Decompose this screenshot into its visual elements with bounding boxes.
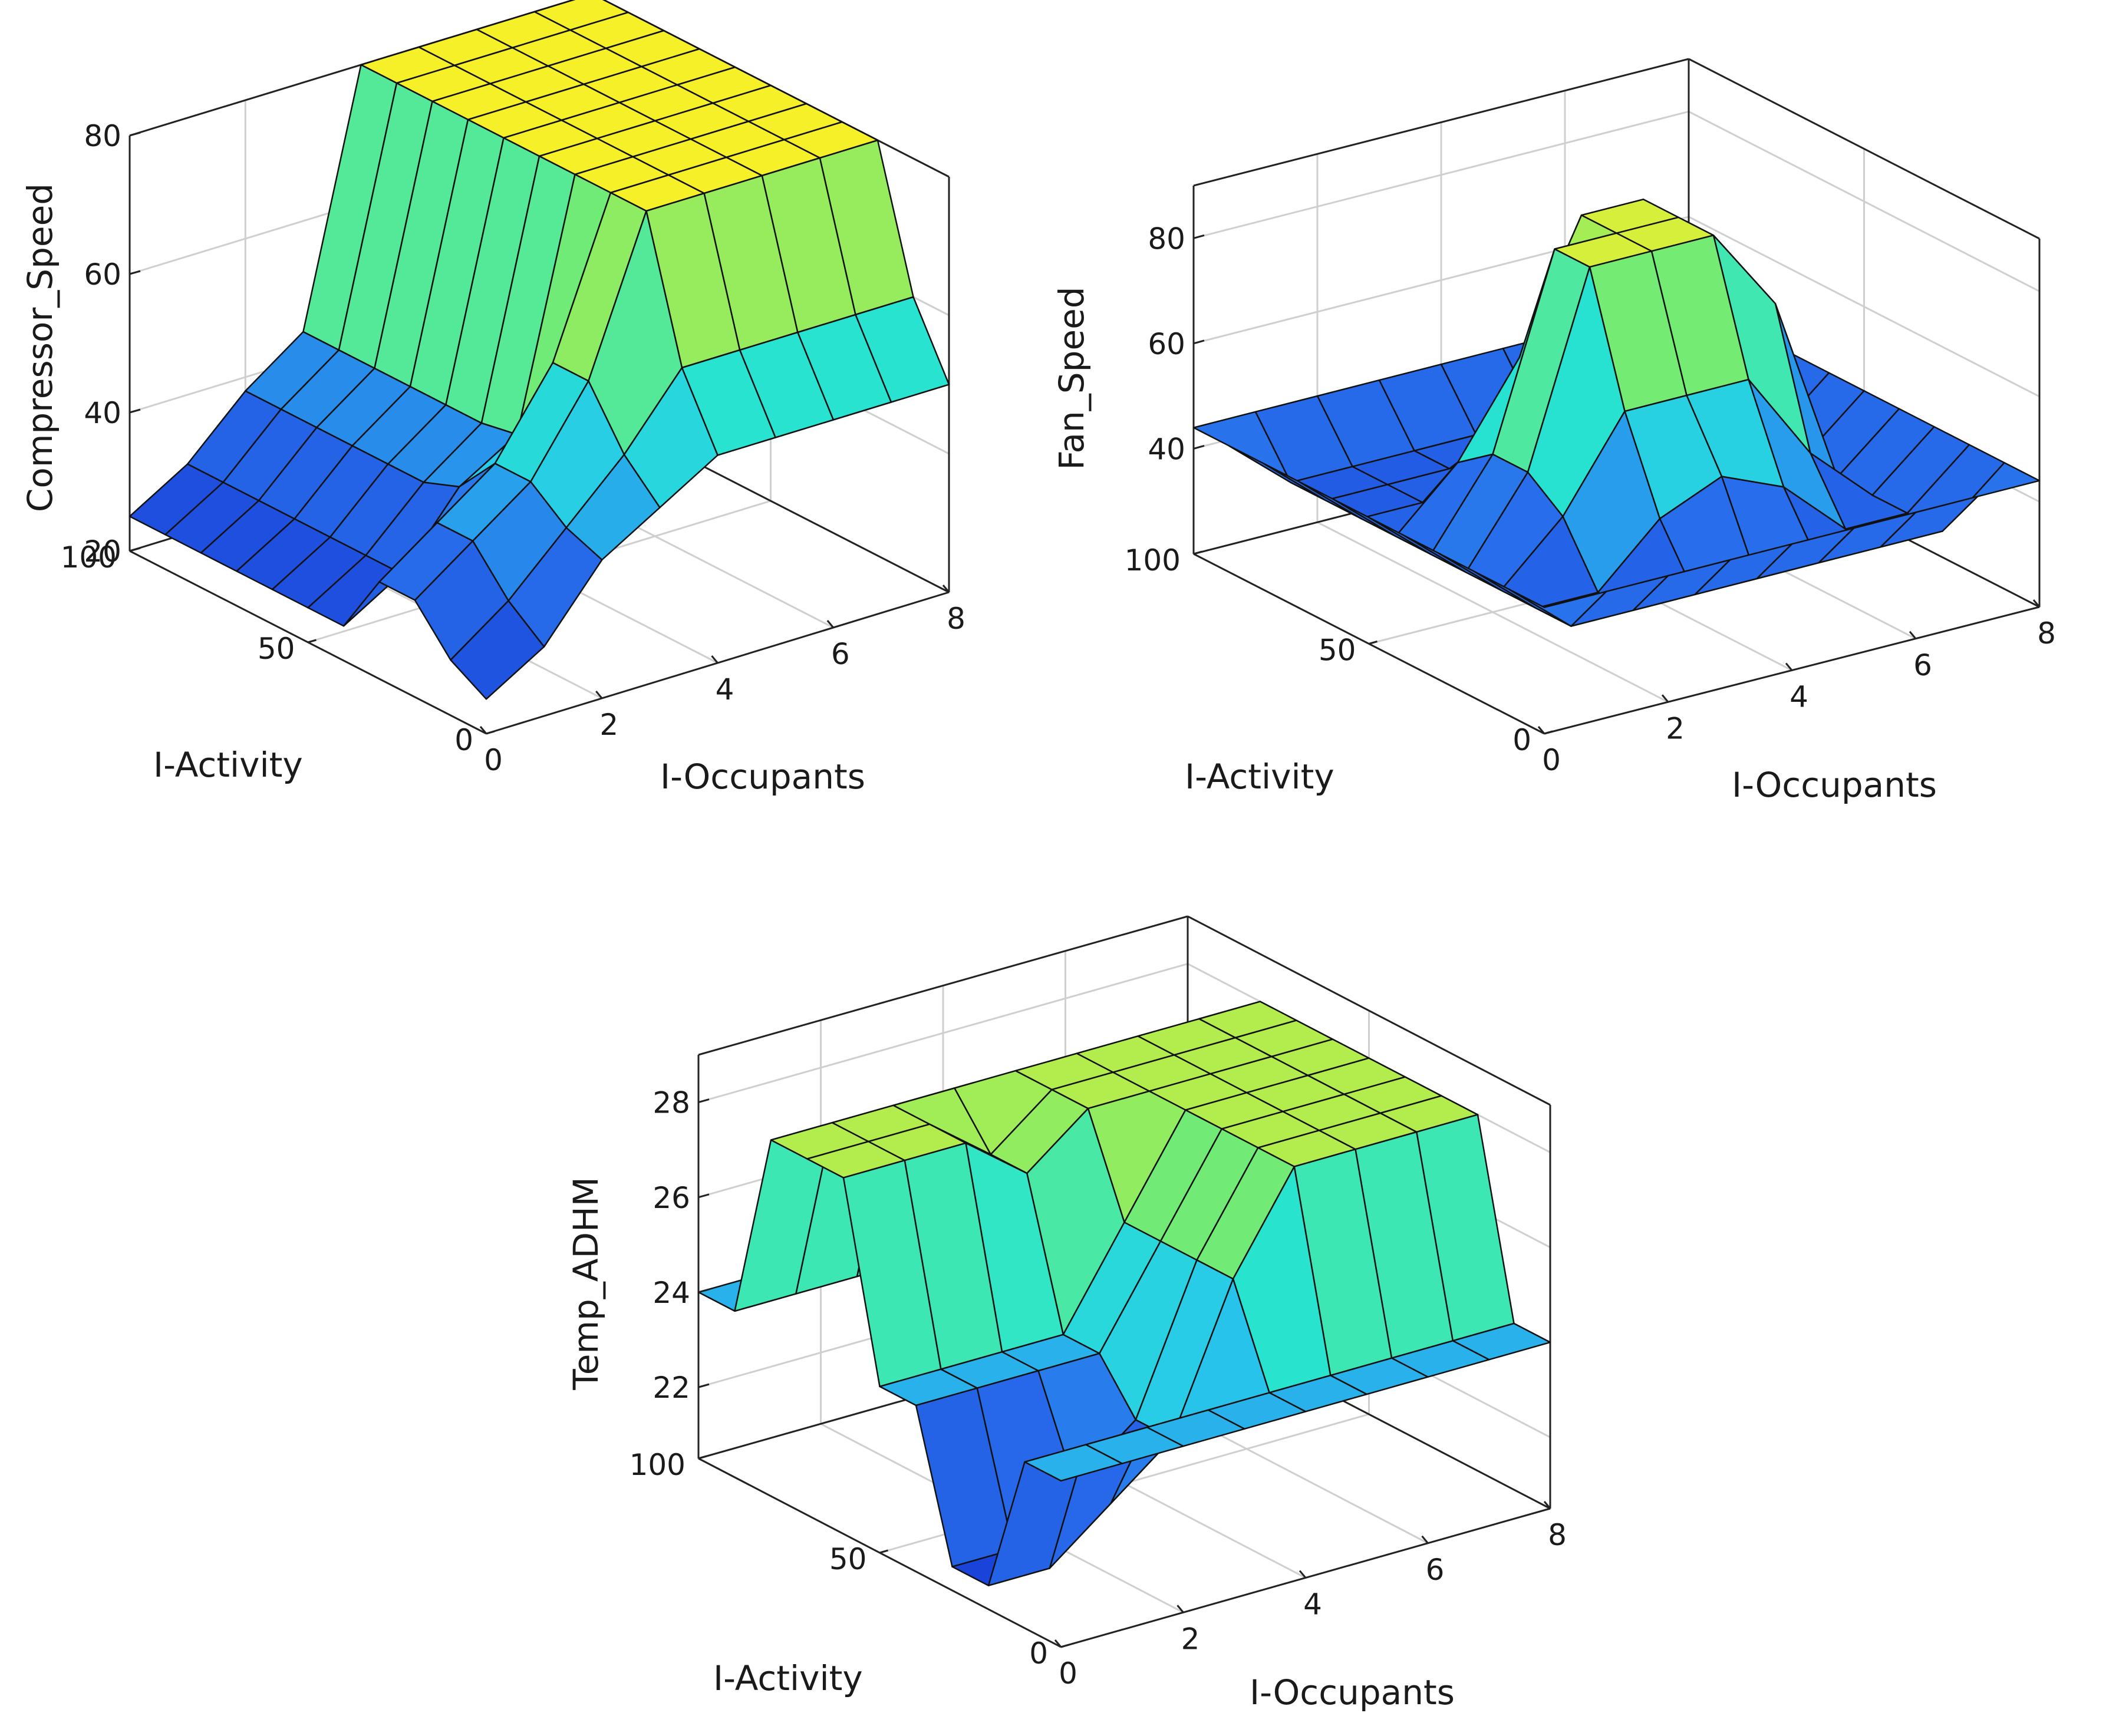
y-tick — [1785, 662, 1793, 671]
surface-patch — [1508, 588, 1607, 627]
y-tick-label: 6 — [831, 637, 850, 671]
z-axis-label: Temp_ADHM — [566, 1177, 606, 1391]
z-tick-label: 22 — [652, 1371, 690, 1405]
z-tick — [1193, 234, 1205, 239]
y-tick-label: 8 — [2037, 616, 2056, 651]
z-tick-label: 24 — [652, 1276, 690, 1310]
surface-patch — [1024, 1444, 1123, 1482]
x-tick — [1369, 641, 1377, 645]
y-tick — [2032, 599, 2041, 608]
y-tick-label: 0 — [1542, 743, 1561, 777]
y-tick — [942, 585, 950, 593]
x-tick — [308, 639, 317, 643]
x-axis-label: I-Activity — [1185, 757, 1334, 797]
y-tick-label: 2 — [599, 708, 618, 742]
x-tick — [1193, 550, 1202, 555]
x-tick — [698, 1455, 707, 1460]
ticks: 20 40 60 80 0 50 100 0 2 4 6 8 — [61, 119, 965, 777]
z-tick — [1193, 444, 1205, 450]
y-tick-label: 8 — [1548, 1518, 1567, 1552]
surface — [1192, 199, 2041, 627]
surface-patch — [450, 600, 545, 700]
z-axis-label: Compressor_Speed — [20, 183, 60, 512]
x-tick-label: 100 — [1125, 543, 1181, 577]
panel-compressor-speed: 20 40 60 80 0 50 100 0 2 4 6 8 I-Activity I-Occupan… — [20, 0, 965, 797]
x-tick-label: 50 — [1319, 633, 1356, 668]
x-tick-label: 0 — [1512, 723, 1531, 757]
x-tick-label: 50 — [829, 1542, 867, 1576]
y-tick — [1909, 631, 1917, 639]
y-tick — [1543, 1501, 1551, 1509]
z-tick-label: 60 — [84, 258, 121, 292]
y-tick-label: 8 — [947, 602, 965, 636]
y-tick-label: 2 — [1666, 711, 1685, 745]
axis-edge — [1193, 58, 1689, 187]
z-axis-label: Fan_Speed — [1052, 286, 1092, 470]
y-tick-label: 2 — [1181, 1622, 1200, 1656]
axis-edge — [1688, 58, 2040, 240]
y-tick — [1054, 1639, 1062, 1648]
y-tick — [1299, 1570, 1307, 1579]
surface — [128, 0, 950, 700]
x-tick — [879, 1549, 888, 1554]
z-tick-label: 28 — [652, 1086, 690, 1120]
y-tick-label: 4 — [1303, 1588, 1322, 1622]
z-tick — [698, 1288, 710, 1293]
z-tick-label: 60 — [1148, 327, 1185, 361]
z-tick — [1193, 339, 1205, 345]
panel-fan-speed: 40 60 80 0 50 100 0 2 4 6 8 I-Activity I-Occupants… — [1052, 58, 2056, 805]
y-tick — [826, 620, 834, 628]
ticks: 40 60 80 0 50 100 0 2 4 6 8 — [1125, 222, 2056, 777]
z-tick-label: 40 — [84, 396, 121, 430]
y-tick — [1661, 694, 1669, 703]
z-tick-label: 80 — [84, 119, 121, 153]
z-tick — [129, 408, 141, 414]
y-tick-label: 0 — [1059, 1656, 1077, 1691]
x-tick — [1544, 730, 1553, 735]
x-tick-label: 100 — [630, 1448, 686, 1482]
z-tick-label: 20 — [84, 534, 121, 569]
axis-edge — [698, 915, 1188, 1056]
y-axis-label: I-Occupants — [1250, 1672, 1455, 1712]
surface — [697, 1001, 1551, 1586]
y-axis-label: I-Occupants — [1732, 765, 1937, 805]
z-tick — [129, 270, 141, 275]
x-tick-label: 0 — [454, 723, 473, 757]
z-tick — [698, 1383, 710, 1388]
axis-edge — [1187, 915, 1551, 1106]
z-tick — [698, 1098, 710, 1104]
y-tick-label: 4 — [716, 672, 734, 707]
y-tick-label: 0 — [484, 743, 503, 777]
y-tick-label: 4 — [1790, 680, 1808, 714]
z-tick-label: 80 — [1148, 222, 1185, 256]
y-tick — [1537, 726, 1545, 734]
z-tick — [698, 1193, 710, 1199]
z-tick-label: 40 — [1148, 432, 1185, 466]
x-tick-label: 100 — [61, 540, 117, 575]
x-tick-label: 0 — [1029, 1636, 1048, 1671]
y-tick — [711, 655, 719, 664]
x-tick — [486, 730, 495, 735]
x-axis-label: I-Activity — [713, 1658, 863, 1698]
y-tick — [1421, 1535, 1429, 1544]
y-tick — [479, 726, 487, 734]
x-tick — [1060, 1643, 1070, 1648]
y-tick-label: 6 — [1913, 648, 1932, 682]
y-axis-label: I-Occupants — [660, 757, 865, 797]
y-tick — [595, 691, 603, 699]
y-tick-label: 6 — [1426, 1553, 1445, 1587]
x-axis-label: I-Activity — [153, 745, 303, 785]
z-tick — [129, 131, 141, 137]
x-tick — [129, 547, 139, 552]
z-tick-label: 26 — [652, 1181, 690, 1215]
y-tick — [1177, 1605, 1184, 1613]
x-tick-label: 50 — [258, 632, 295, 666]
